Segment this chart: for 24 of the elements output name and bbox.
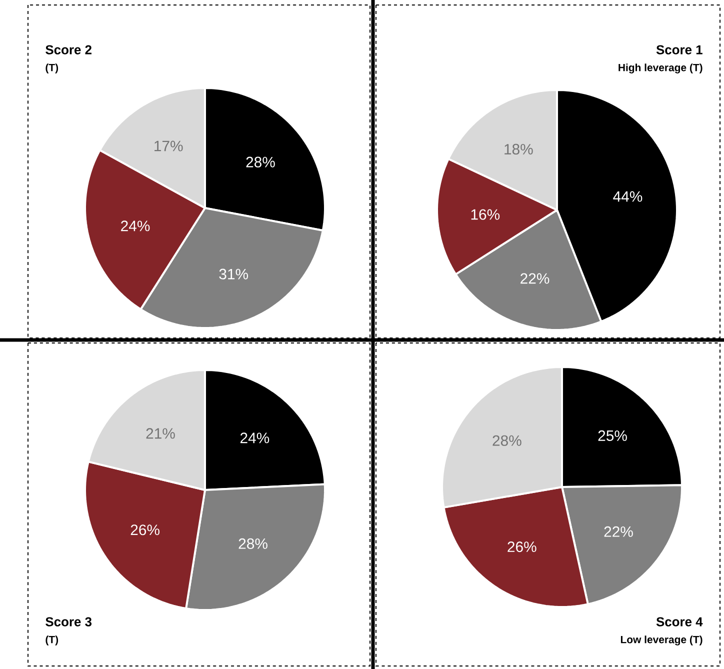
data-label: 28% <box>238 538 268 549</box>
data-label: 16% <box>471 209 500 220</box>
chart-subtitle: High leverage (T) <box>618 64 702 74</box>
data-label: 26% <box>508 541 536 552</box>
text: Score 4 <box>656 617 703 626</box>
data-label: 24% <box>240 432 270 444</box>
data-label: 24% <box>121 220 150 232</box>
data-label: 31% <box>219 268 248 280</box>
chart-title: Score 2 <box>46 45 92 54</box>
data-label: 17% <box>154 140 183 152</box>
text: Score 3 <box>46 617 92 626</box>
data-label: 22% <box>604 526 633 537</box>
data-label: 25% <box>598 430 627 441</box>
data-label: 28% <box>246 156 275 168</box>
data-label: 21% <box>146 428 175 439</box>
data-label: 26% <box>130 524 160 536</box>
text: Low leverage (T) <box>620 636 702 646</box>
data-label: 18% <box>504 144 533 154</box>
data-label: 22% <box>520 273 550 284</box>
chart-subtitle: (T) <box>46 64 58 74</box>
chart-title: Score 1 <box>656 45 702 54</box>
data-label: 44% <box>613 191 642 202</box>
data-label: 28% <box>492 435 522 446</box>
text: (T) <box>46 636 58 646</box>
